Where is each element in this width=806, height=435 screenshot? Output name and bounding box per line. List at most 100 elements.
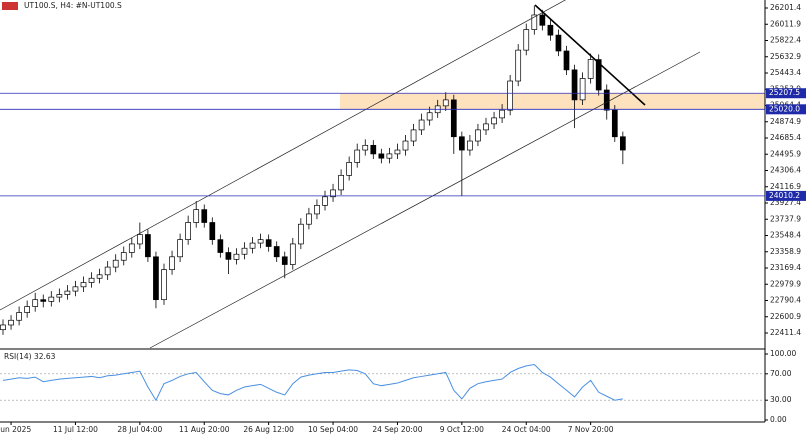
candle-body [322,196,328,206]
candle-body [40,299,47,302]
candle-body [499,109,505,119]
candle-body [96,274,103,279]
y-tick-label: 25822.4 [770,36,801,45]
candle-body [346,162,352,176]
candle-body [8,319,14,326]
candle-body [72,286,79,292]
candle-body [426,112,433,121]
candle-body [442,99,449,107]
y-tick-label: 23548.4 [770,231,801,240]
candle-body [306,213,312,225]
candle-body [330,189,336,198]
candle-body [587,59,594,79]
trendline [534,4,646,106]
candle-body [0,324,6,331]
candle-body [32,299,39,307]
candle-body [88,277,95,283]
candle-body [298,223,304,245]
y-tick-label: 22790.4 [770,296,801,305]
x-tick-label: 11 Jul 12:00 [53,425,98,434]
candle-body [571,69,578,101]
candle-body [611,109,618,138]
candle-body [619,136,626,151]
candle-body [104,266,111,276]
x-tick-label: 6 Jun 2025 [0,425,31,434]
y-tick-label: 24495.9 [770,149,801,158]
y-tick-label: 26011.9 [770,19,801,28]
y-tick-label: 23737.9 [770,214,801,223]
y-tick-label: 24116.9 [770,182,801,191]
candle-body [56,294,63,298]
level-tag [766,190,806,201]
candle-body [185,222,191,241]
rsi-tick-label: 100.00 [770,349,796,358]
level-label: 25207.5 [769,88,800,97]
level-tag [766,104,806,115]
candle-body [193,209,200,223]
candle-body [257,239,264,244]
y-tick-label: 23927.4 [770,198,801,207]
candle-body [338,174,344,191]
candle-body [120,252,127,261]
candle-body [64,290,71,295]
candle-body [217,239,224,253]
y-tick-label: 22979.9 [770,279,801,288]
rsi-line [2,364,623,402]
level-label: 25020.0 [769,104,800,113]
candle-body [402,140,409,151]
candle-body [169,256,175,271]
x-tick-label: 9 Oct 12:00 [440,425,484,434]
candle-body [24,306,30,313]
candle-body [137,234,143,245]
candle-body [507,80,513,111]
candle-body [579,78,586,101]
candle-body [177,239,183,258]
candle-body [145,234,151,258]
candle-body [265,239,272,247]
candle-body [603,89,610,111]
rsi-tick-label: 30.00 [770,395,792,404]
y-tick-label: 22600.9 [770,312,801,321]
candle-body [225,252,232,260]
x-tick-label: 11 Aug 20:00 [179,425,230,434]
y-tick-label: 26201.4 [770,3,801,12]
candle-body [531,14,538,30]
y-tick-label: 23169.4 [770,263,801,272]
x-tick-label: 24 Oct 04:00 [502,425,551,434]
candle-body [153,256,159,301]
y-tick-label: 24685.4 [770,133,801,142]
candle-body [370,144,377,155]
candle-body [459,136,465,151]
y-tick-label: 23358.9 [770,247,801,256]
y-tick-label: 25632.9 [770,52,801,61]
candle-body [281,256,288,265]
candle-body [467,140,473,151]
y-tick-label: 24874.9 [770,117,801,126]
candle-body [249,242,256,249]
candle-body [314,205,320,215]
candle-body [354,149,361,163]
x-tick-label: 24 Sep 20:00 [372,425,422,434]
candle-body [475,129,481,142]
candle-body [483,123,489,131]
y-tick-label: 25443.4 [770,68,801,77]
channel-upper [0,0,567,311]
candle-body [450,99,457,138]
candle-body [555,34,562,52]
candle-body [161,269,167,301]
channel-lower [149,51,701,349]
candle-body [515,49,522,82]
rsi-tick-label: 70.00 [770,369,792,378]
candle-body [233,253,240,260]
y-tick-label: 24306.4 [770,166,801,175]
candle-body [394,149,401,155]
candle-body [539,14,546,26]
candle-body [112,259,119,268]
x-tick-label: 26 Aug 12:00 [243,425,294,434]
x-tick-label: 7 Nov 20:00 [568,425,614,434]
x-tick-label: 10 Sep 04:00 [308,425,358,434]
candle-body [128,243,135,253]
candle-body [289,243,296,265]
